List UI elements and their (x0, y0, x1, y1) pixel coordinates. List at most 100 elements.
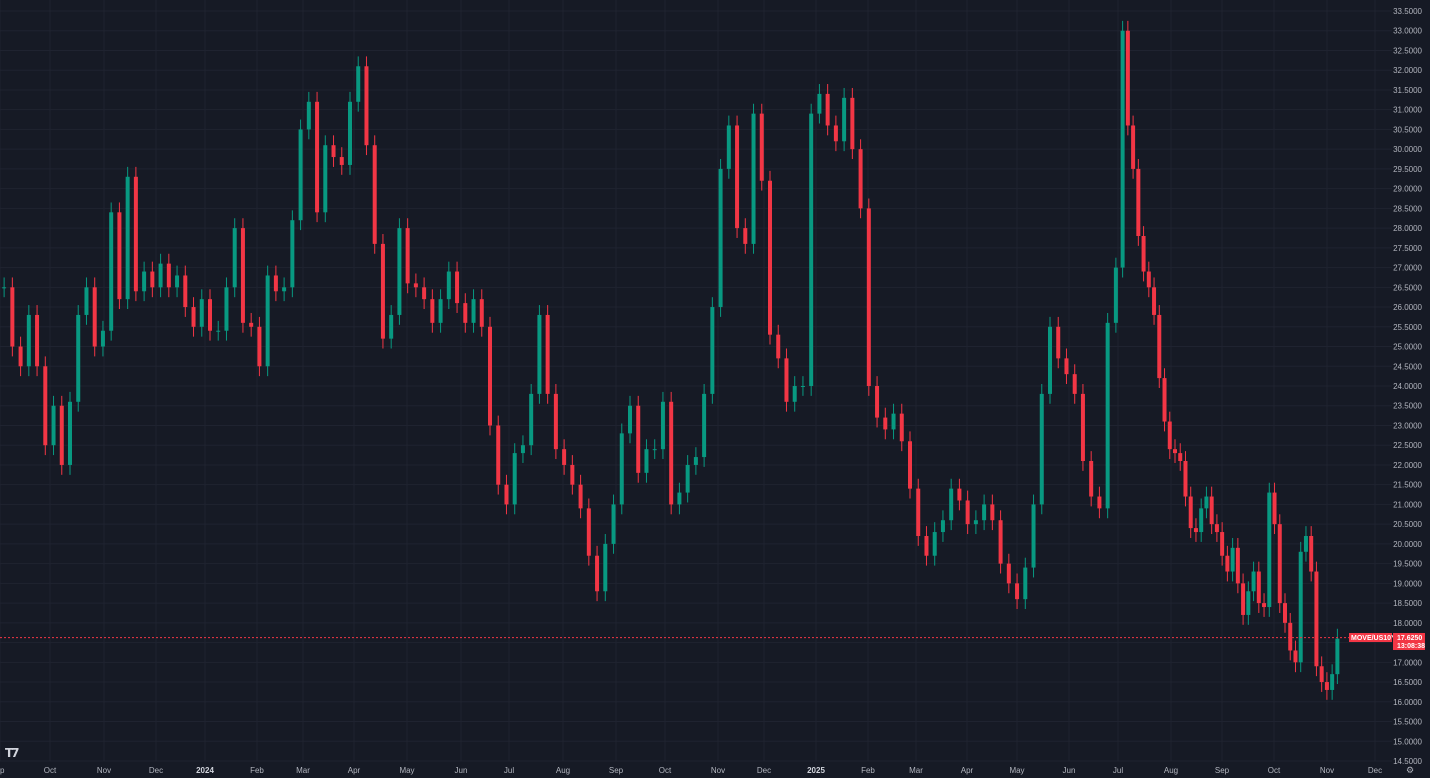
x-tick-label: Jun (1063, 766, 1076, 775)
candle-body (1136, 168, 1141, 236)
x-tick-label: Aug (1164, 766, 1178, 775)
candle-body (216, 330, 221, 332)
y-tick-label: 25.5000 (1393, 323, 1422, 332)
candle-body (685, 464, 690, 493)
y-tick-label: 27.5000 (1393, 244, 1422, 253)
candle-body (488, 326, 492, 426)
candle-body (570, 464, 575, 485)
candle-body (1146, 271, 1151, 288)
x-tick-label: 2025 (807, 766, 825, 775)
price-badge (1393, 633, 1425, 650)
candle-body (949, 488, 954, 521)
candle-body (1303, 536, 1308, 552)
candle-body (430, 299, 435, 323)
candle-body (1167, 421, 1172, 450)
candle-body (932, 532, 937, 556)
candle-body (1048, 326, 1052, 394)
candle-body (1319, 666, 1324, 683)
candle-body (710, 307, 715, 394)
x-tick-label: May (399, 766, 414, 775)
candle-body (611, 504, 616, 544)
candle-body (1241, 583, 1246, 615)
candle-body (59, 405, 64, 465)
candle-body (356, 66, 361, 102)
y-tick-label: 31.5000 (1393, 86, 1422, 95)
candle-body (1246, 591, 1251, 615)
y-tick-label: 32.5000 (1393, 46, 1422, 55)
candle-body (562, 449, 567, 465)
candle-body (660, 401, 665, 450)
candle-body (290, 220, 295, 288)
candle-body (1039, 393, 1044, 505)
candle-body (1324, 682, 1329, 690)
candle-body (331, 145, 336, 158)
last-price-label: MOVE/US10Y 17.6250 13:08:38 (1349, 633, 1425, 650)
candle-body (273, 275, 278, 292)
y-tick-label: 24.0000 (1393, 382, 1422, 391)
candle-body (595, 555, 600, 592)
x-tick-label: Mar (296, 766, 310, 775)
tradingview-logo-icon[interactable]: T7 (5, 746, 19, 760)
candle-body (693, 457, 698, 465)
candle-body (1262, 603, 1267, 608)
candle-body (463, 303, 468, 323)
candle-body (1214, 524, 1219, 533)
candle-body (1131, 125, 1136, 169)
candle-body (908, 441, 912, 489)
candle-body (743, 228, 748, 244)
y-tick-label: 23.0000 (1393, 421, 1422, 430)
y-tick-label: 22.5000 (1393, 441, 1422, 450)
candle-body (397, 228, 402, 315)
candle-body (520, 445, 525, 454)
x-tick-label: Mar (909, 766, 923, 775)
candle-body (142, 271, 147, 292)
candle-body (175, 275, 180, 288)
y-tick-label: 26.0000 (1393, 303, 1422, 312)
y-tick-label: 19.0000 (1393, 579, 1422, 588)
y-tick-label: 27.0000 (1393, 264, 1422, 273)
candle-body (43, 366, 48, 446)
x-tick-label: Apr (348, 766, 361, 775)
x-tick-label: Oct (1268, 766, 1281, 775)
candle-body (1330, 674, 1335, 690)
bar-countdown: 13:08:38 (1397, 643, 1425, 650)
candle-body (68, 401, 72, 465)
y-tick-label: 26.5000 (1393, 283, 1422, 292)
y-tick-label: 24.5000 (1393, 362, 1422, 371)
candle-body (1157, 314, 1162, 379)
candle-body (1125, 30, 1130, 126)
x-tick-label: Dec (149, 766, 163, 775)
candle-body (389, 314, 394, 339)
candle-body (899, 413, 904, 442)
candle-body (92, 287, 97, 347)
candle-body (1272, 492, 1277, 525)
candle-body (26, 314, 31, 367)
candle-body (413, 283, 418, 288)
candle-body (249, 322, 254, 327)
settings-gear-icon[interactable]: ⚙ (1405, 765, 1415, 775)
x-tick-label: Jul (1113, 766, 1123, 775)
candle-body (858, 149, 863, 209)
candle-body (471, 299, 476, 323)
candle-body (306, 101, 311, 130)
candle-body (735, 125, 740, 229)
x-axis[interactable]: ep Oct Nov Dec 2024 Feb Mar Apr May Jun Jul Aug Sep O… (0, 766, 1382, 775)
candle-body (364, 66, 369, 146)
candle-body (800, 386, 805, 387)
candle-body (1188, 496, 1193, 529)
y-tick-label: 20.5000 (1393, 520, 1422, 529)
x-tick-label: Nov (97, 766, 111, 775)
y-tick-label: 16.5000 (1393, 678, 1422, 687)
y-tick-label: 17.0000 (1393, 658, 1422, 667)
candle-body (636, 405, 641, 473)
candle-body (1183, 461, 1188, 497)
candle-body (191, 307, 196, 327)
y-axis[interactable]: 33.5000 33.0000 32.5000 32.0000 31.5000 31.00… (1393, 7, 1422, 766)
y-tick-label: 30.5000 (1393, 125, 1422, 134)
y-tick-label: 14.5000 (1393, 757, 1422, 766)
candle-body (323, 145, 328, 213)
y-tick-label: 25.0000 (1393, 343, 1422, 352)
candle-body (339, 157, 344, 165)
candle-body (537, 314, 542, 394)
